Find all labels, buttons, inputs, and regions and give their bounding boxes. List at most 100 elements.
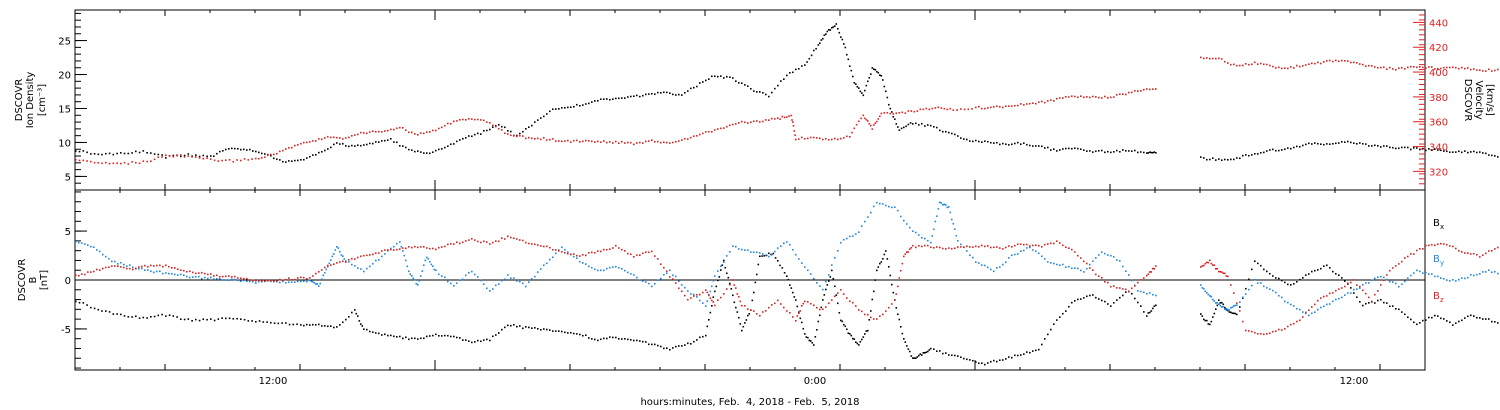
top-point bbox=[1134, 90, 1136, 92]
top-point bbox=[1479, 69, 1481, 71]
top-point bbox=[1290, 147, 1292, 150]
top-point bbox=[483, 119, 485, 122]
field-point bbox=[1449, 321, 1451, 324]
top-point bbox=[849, 136, 851, 138]
top-point bbox=[732, 123, 734, 126]
top-point bbox=[372, 130, 374, 132]
field-point bbox=[951, 354, 953, 357]
top-point bbox=[441, 148, 443, 150]
field-point bbox=[642, 280, 644, 282]
field-point bbox=[891, 206, 893, 209]
field-point bbox=[465, 240, 467, 242]
field-point bbox=[1314, 311, 1316, 313]
top-point bbox=[1233, 63, 1235, 66]
field-point bbox=[687, 342, 689, 345]
top-point bbox=[960, 108, 962, 110]
top-point bbox=[297, 159, 299, 162]
field-point bbox=[300, 280, 302, 283]
field-point bbox=[579, 255, 581, 257]
field-point bbox=[1305, 311, 1307, 314]
top-point bbox=[105, 161, 107, 164]
top-point bbox=[135, 161, 137, 164]
top-point bbox=[771, 91, 773, 94]
field-point bbox=[897, 285, 899, 288]
field-point bbox=[1317, 269, 1319, 271]
field-point bbox=[334, 249, 337, 251]
field-point bbox=[186, 270, 188, 273]
top-point bbox=[498, 124, 500, 126]
field-point bbox=[417, 283, 419, 286]
field-point bbox=[630, 273, 632, 275]
top-point bbox=[823, 34, 826, 36]
field-point bbox=[1005, 246, 1007, 249]
field-point bbox=[117, 265, 119, 267]
field-point bbox=[1002, 359, 1004, 361]
top-point bbox=[702, 81, 704, 83]
field-point bbox=[1236, 304, 1238, 306]
top-point bbox=[786, 74, 788, 77]
field-point bbox=[387, 334, 389, 337]
field-point bbox=[1344, 280, 1346, 282]
top-point bbox=[898, 112, 901, 114]
field-point bbox=[102, 267, 104, 270]
top-point bbox=[901, 111, 904, 114]
field-point bbox=[849, 235, 851, 238]
top-point bbox=[1284, 67, 1286, 69]
field-point bbox=[1491, 320, 1493, 323]
top-point bbox=[279, 150, 281, 153]
field-point bbox=[901, 262, 904, 265]
field-point bbox=[1230, 311, 1232, 314]
field-point bbox=[621, 268, 623, 270]
top-point bbox=[1443, 150, 1445, 152]
top-point bbox=[606, 98, 608, 100]
field-point bbox=[798, 258, 800, 260]
field-point bbox=[315, 283, 317, 285]
field-point bbox=[141, 267, 143, 270]
field-point bbox=[360, 268, 362, 270]
field-point bbox=[540, 245, 542, 247]
field-point bbox=[1416, 323, 1418, 326]
top-point bbox=[1101, 149, 1103, 152]
field-point bbox=[747, 314, 749, 317]
top-point bbox=[393, 128, 395, 131]
top-point bbox=[1053, 100, 1055, 102]
field-point bbox=[1398, 263, 1400, 265]
top-point bbox=[1062, 97, 1064, 99]
top-point bbox=[1314, 142, 1316, 144]
top-point bbox=[453, 120, 455, 123]
field-point bbox=[1215, 302, 1217, 304]
field-point bbox=[768, 306, 770, 309]
top-point bbox=[288, 160, 290, 162]
top-point bbox=[270, 153, 272, 156]
top-point bbox=[276, 152, 278, 155]
top-point bbox=[142, 160, 145, 162]
field-point bbox=[1494, 248, 1496, 250]
field-point bbox=[418, 280, 421, 282]
field-point bbox=[1338, 274, 1340, 276]
field-point bbox=[1225, 308, 1228, 310]
field-point bbox=[1077, 298, 1079, 301]
field-point bbox=[1311, 270, 1313, 273]
top-point bbox=[465, 137, 467, 139]
top-point bbox=[1047, 146, 1049, 149]
field-point bbox=[1443, 243, 1445, 245]
top-point bbox=[1155, 88, 1157, 90]
field-point bbox=[1392, 281, 1394, 283]
top-point bbox=[474, 118, 476, 121]
top-point bbox=[411, 149, 413, 151]
top-point bbox=[723, 77, 725, 79]
field-point bbox=[793, 296, 796, 298]
field-point bbox=[735, 306, 737, 309]
top-point bbox=[687, 90, 689, 92]
top-point bbox=[1332, 60, 1334, 63]
field-point bbox=[1221, 306, 1223, 308]
field-point bbox=[936, 246, 938, 248]
top-point bbox=[462, 138, 464, 140]
field-point bbox=[369, 330, 371, 333]
field-point bbox=[669, 348, 671, 351]
field-point bbox=[156, 264, 158, 267]
top-point bbox=[1227, 159, 1229, 161]
top-point bbox=[1287, 147, 1289, 149]
field-point bbox=[1068, 247, 1070, 249]
top-point bbox=[1296, 64, 1298, 67]
